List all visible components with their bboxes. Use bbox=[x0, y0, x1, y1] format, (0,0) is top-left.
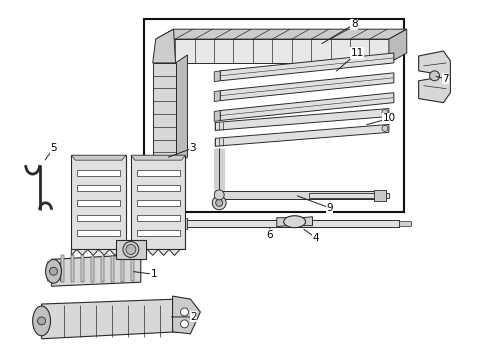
Bar bbox=[185, 220, 399, 227]
Bar bbox=[77, 185, 120, 191]
Polygon shape bbox=[91, 256, 94, 282]
Bar bbox=[144, 19, 404, 212]
Circle shape bbox=[430, 71, 440, 81]
Polygon shape bbox=[389, 29, 407, 63]
Polygon shape bbox=[42, 299, 188, 339]
Bar bbox=[137, 185, 179, 191]
Bar bbox=[374, 190, 386, 201]
Polygon shape bbox=[418, 51, 450, 103]
Polygon shape bbox=[220, 73, 394, 100]
Text: 9: 9 bbox=[326, 203, 333, 213]
Polygon shape bbox=[172, 296, 200, 334]
Polygon shape bbox=[111, 256, 114, 282]
Polygon shape bbox=[153, 63, 175, 165]
Text: 7: 7 bbox=[442, 74, 449, 84]
Polygon shape bbox=[214, 111, 220, 121]
Circle shape bbox=[123, 242, 139, 257]
Bar bbox=[137, 170, 179, 176]
Polygon shape bbox=[215, 125, 389, 146]
Circle shape bbox=[38, 317, 46, 325]
Bar bbox=[137, 230, 179, 235]
Polygon shape bbox=[220, 53, 394, 81]
Bar bbox=[399, 221, 411, 226]
Text: 5: 5 bbox=[50, 143, 57, 153]
Polygon shape bbox=[72, 249, 126, 255]
Polygon shape bbox=[153, 29, 175, 63]
Circle shape bbox=[216, 199, 222, 206]
Ellipse shape bbox=[80, 199, 117, 215]
Bar bbox=[77, 215, 120, 221]
Polygon shape bbox=[116, 239, 146, 260]
Polygon shape bbox=[72, 155, 126, 160]
Circle shape bbox=[126, 244, 136, 255]
Bar bbox=[77, 170, 120, 176]
Circle shape bbox=[382, 125, 388, 131]
Circle shape bbox=[212, 196, 226, 210]
Text: 2: 2 bbox=[190, 312, 196, 322]
Text: 8: 8 bbox=[351, 19, 358, 29]
Ellipse shape bbox=[284, 216, 306, 228]
Text: 4: 4 bbox=[312, 233, 319, 243]
Polygon shape bbox=[131, 155, 185, 249]
Circle shape bbox=[180, 308, 189, 316]
Circle shape bbox=[382, 109, 388, 116]
Circle shape bbox=[49, 267, 57, 275]
Polygon shape bbox=[156, 29, 407, 39]
Bar bbox=[310, 193, 389, 198]
Polygon shape bbox=[61, 255, 64, 282]
Bar bbox=[137, 215, 179, 221]
Text: 10: 10 bbox=[382, 113, 395, 123]
Polygon shape bbox=[121, 257, 124, 282]
Polygon shape bbox=[215, 109, 389, 130]
Ellipse shape bbox=[33, 306, 50, 336]
Text: 11: 11 bbox=[350, 48, 364, 58]
Polygon shape bbox=[131, 257, 134, 282]
Polygon shape bbox=[214, 71, 220, 82]
Bar bbox=[77, 200, 120, 206]
Polygon shape bbox=[156, 39, 389, 63]
Bar bbox=[77, 230, 120, 235]
Polygon shape bbox=[101, 256, 104, 282]
Polygon shape bbox=[131, 249, 185, 255]
Polygon shape bbox=[302, 217, 313, 226]
Ellipse shape bbox=[46, 260, 61, 283]
Polygon shape bbox=[51, 255, 141, 286]
Bar bbox=[215, 191, 384, 199]
Bar bbox=[177, 218, 188, 229]
Bar bbox=[137, 200, 179, 206]
Text: 1: 1 bbox=[150, 269, 157, 279]
Polygon shape bbox=[81, 255, 84, 282]
Circle shape bbox=[214, 190, 224, 200]
Polygon shape bbox=[277, 218, 287, 227]
Circle shape bbox=[180, 320, 189, 328]
Text: 6: 6 bbox=[267, 230, 273, 239]
Ellipse shape bbox=[139, 199, 176, 215]
Text: 3: 3 bbox=[189, 143, 196, 153]
Polygon shape bbox=[175, 55, 188, 165]
Polygon shape bbox=[214, 91, 220, 102]
Polygon shape bbox=[72, 155, 126, 249]
Polygon shape bbox=[131, 155, 185, 160]
Polygon shape bbox=[220, 93, 394, 121]
Polygon shape bbox=[72, 255, 74, 282]
